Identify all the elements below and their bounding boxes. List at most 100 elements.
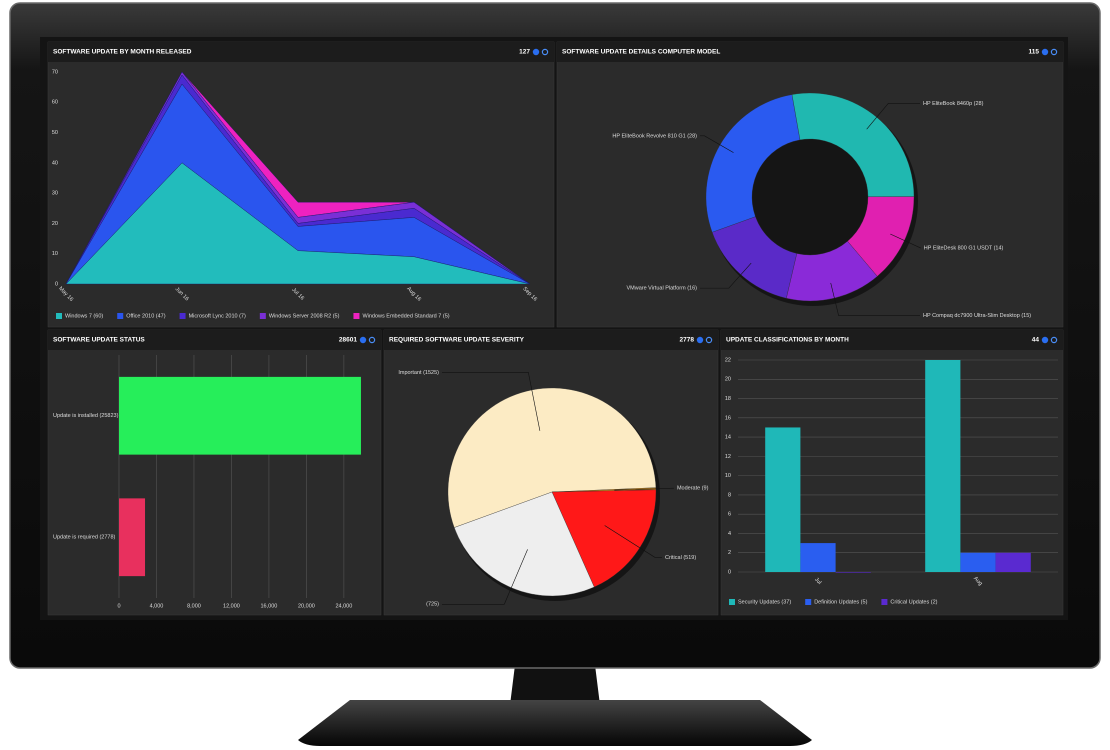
y-tick-label: 10 (725, 473, 731, 479)
bar (835, 572, 871, 573)
slice-label: HP EliteBook Revolve 810 G1 (28) (612, 133, 697, 139)
panel-header (721, 330, 1063, 350)
x-tick-label: 20,000 (298, 603, 315, 609)
slice-label: VMware Virtual Platform (16) (626, 286, 697, 292)
slice-label: Critical (519) (665, 555, 696, 561)
legend-swatch (805, 599, 812, 605)
dashboard: SOFTWARE UPDATE BY MONTH RELEASED 1270102… (47, 41, 1064, 616)
y-tick-label: 0 (728, 569, 731, 575)
x-tick-label: Aug (972, 576, 983, 587)
bar (119, 498, 146, 577)
x-tick-label: 16,000 (261, 603, 278, 609)
y-tick-label: 22 (725, 357, 731, 363)
leader-line (604, 525, 662, 558)
panel-title: SOFTWARE UPDATE STATUS (53, 337, 145, 344)
settings-icon (705, 336, 713, 344)
legend-swatch (179, 313, 186, 319)
leader-line (890, 233, 921, 249)
y-tick-label: 70 (52, 69, 58, 75)
legend-label: Microsoft Lync 2010 (7) (189, 313, 246, 319)
legend-swatch (56, 313, 62, 319)
leader-line (830, 282, 920, 316)
y-tick-label: 10 (52, 251, 58, 257)
panel-count: 28601 (339, 337, 357, 344)
panel-title: SOFTWARE UPDATE BY MONTH RELEASED (53, 49, 192, 56)
y-tick-label: 6 (728, 512, 731, 518)
legend-swatch (881, 599, 888, 605)
panel-title: REQUIRED SOFTWARE UPDATE SEVERITY (389, 337, 525, 344)
slice-label: HP EliteDesk 800 G1 USDT (14) (924, 246, 1004, 252)
bar (960, 552, 996, 572)
info-icon (1041, 336, 1049, 344)
legend-swatch (259, 313, 266, 319)
slice-label: HP EliteBook 8460p (28) (923, 101, 984, 107)
bar (995, 552, 1031, 572)
y-tick-label: 60 (52, 100, 58, 106)
leader-line (442, 549, 528, 605)
leader-line (442, 372, 541, 431)
legend-label: Windows Embedded Standard 7 (5) (362, 313, 449, 319)
panel-header (48, 42, 554, 62)
slice-label: Important (1525) (398, 370, 439, 376)
bar (925, 360, 961, 572)
x-tick-label: 12,000 (223, 603, 240, 609)
legend-label: Security Updates (37) (738, 599, 791, 605)
y-tick-label: 8 (728, 492, 731, 498)
y-tick-label: 18 (725, 396, 731, 402)
y-tick-label: 16 (725, 415, 731, 421)
panel (47, 329, 382, 616)
leader-line (700, 262, 752, 289)
bar (765, 427, 801, 572)
panel-header (557, 42, 1063, 62)
y-tick-label: 4 (728, 531, 731, 537)
legend-label: Definition Updates (5) (814, 599, 867, 605)
panel-header (384, 330, 718, 350)
stand-base (298, 700, 812, 746)
panel-count: 2778 (680, 337, 695, 344)
leader-line (700, 135, 734, 153)
x-tick-label: 0 (117, 603, 120, 609)
info-icon (696, 336, 704, 344)
info-icon (532, 48, 540, 56)
y-tick-label: 20 (725, 377, 731, 383)
slice (791, 92, 915, 197)
y-tick-label: 20 (52, 221, 58, 227)
y-tick-label: 12 (725, 454, 731, 460)
panel-count: 44 (1032, 337, 1040, 344)
y-tick-label: Update is installed (25823) (53, 413, 119, 419)
settings-icon (368, 336, 376, 344)
y-tick-label: 0 (55, 281, 58, 287)
panel-title: SOFTWARE UPDATE DETAILS COMPUTER MODEL (562, 49, 720, 56)
x-tick-label: 24,000 (335, 603, 352, 609)
panel-title: UPDATE CLASSIFICATIONS BY MONTH (726, 337, 849, 344)
slice-label: Moderate (9) (677, 486, 709, 492)
y-tick-label: 2 (728, 550, 731, 556)
area (65, 162, 531, 285)
leader-line (866, 103, 920, 130)
x-tick-label: 8,000 (187, 603, 201, 609)
slice-label: (725) (426, 602, 439, 608)
info-icon (359, 336, 367, 344)
x-tick-label: Jul (813, 577, 822, 586)
stand-neck (510, 665, 600, 705)
y-tick-label: 50 (52, 130, 58, 136)
legend-swatch (353, 313, 360, 319)
slice (705, 94, 801, 233)
y-tick-label: 14 (725, 435, 731, 441)
panel-count: 115 (1029, 49, 1040, 56)
panel-count: 127 (519, 49, 530, 56)
y-tick-label: 40 (52, 160, 58, 166)
panel-header (48, 330, 381, 350)
legend-swatch (729, 599, 735, 605)
settings-icon (1050, 336, 1058, 344)
legend-label: Office 2010 (47) (126, 313, 166, 319)
bar (119, 376, 361, 455)
leader-line (614, 487, 674, 491)
x-tick-label: 4,000 (150, 603, 164, 609)
slice-label: HP Compaq dc7900 Ultra-Slim Desktop (15) (923, 313, 1031, 319)
y-tick-label: Update is required (2778) (53, 535, 116, 541)
settings-icon (1050, 48, 1058, 56)
bar (800, 543, 836, 572)
settings-icon (541, 48, 549, 56)
y-tick-label: 30 (52, 191, 58, 197)
